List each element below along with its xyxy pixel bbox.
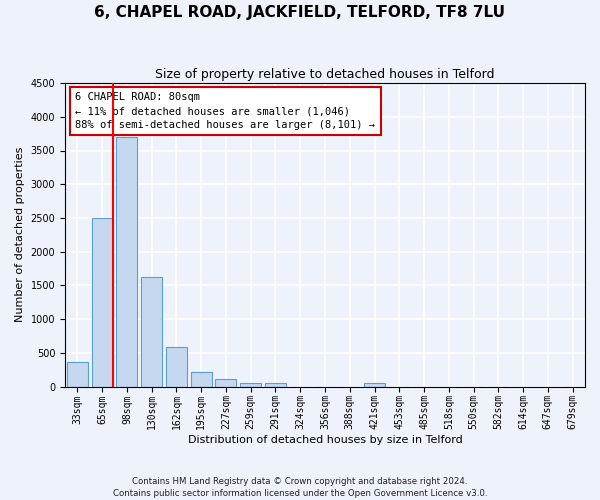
Bar	[240, 382, 261, 386]
Text: 6, CHAPEL ROAD, JACKFIELD, TELFORD, TF8 7LU: 6, CHAPEL ROAD, JACKFIELD, TELFORD, TF8 …	[95, 5, 505, 20]
Bar	[116, 137, 137, 386]
Y-axis label: Number of detached properties: Number of detached properties	[15, 147, 25, 322]
Bar	[141, 276, 162, 386]
Bar	[67, 362, 88, 386]
Bar	[215, 380, 236, 386]
Title: Size of property relative to detached houses in Telford: Size of property relative to detached ho…	[155, 68, 495, 80]
Bar	[166, 347, 187, 387]
Bar	[92, 218, 113, 386]
Text: 6 CHAPEL ROAD: 80sqm
← 11% of detached houses are smaller (1,046)
88% of semi-de: 6 CHAPEL ROAD: 80sqm ← 11% of detached h…	[76, 92, 376, 130]
Bar	[364, 383, 385, 386]
X-axis label: Distribution of detached houses by size in Telford: Distribution of detached houses by size …	[188, 435, 463, 445]
Text: Contains HM Land Registry data © Crown copyright and database right 2024.
Contai: Contains HM Land Registry data © Crown c…	[113, 476, 487, 498]
Bar	[265, 383, 286, 386]
Bar	[191, 372, 212, 386]
